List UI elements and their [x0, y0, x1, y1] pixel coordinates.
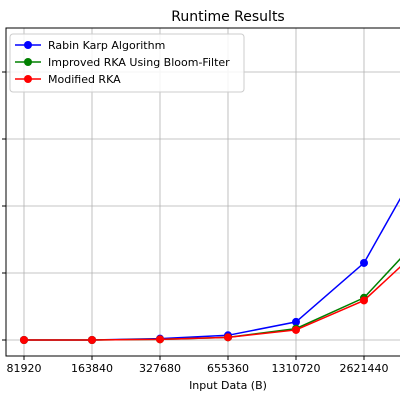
data-point	[20, 336, 28, 344]
y-axis-ticks	[2, 71, 6, 341]
chart-title: Runtime Results	[171, 9, 284, 25]
data-point	[360, 296, 368, 305]
series-line-2	[24, 266, 400, 341]
x-tick-label: 2621440	[340, 362, 389, 375]
data-point	[360, 258, 368, 267]
legend-marker	[24, 75, 32, 83]
legend-marker	[24, 58, 32, 66]
legend-box	[9, 33, 245, 93]
legend-label: Improved RKA Using Bloom-Filter	[48, 56, 230, 69]
x-axis-label: Input Data (B)	[189, 379, 267, 392]
x-axis-ticks: 81920 163840 327680 655360 1310720 2621440	[7, 356, 389, 375]
legend-label: Modified RKA	[48, 73, 121, 86]
x-tick-label: 1310720	[272, 362, 321, 375]
x-tick-label: 81920	[7, 362, 42, 375]
series-layer	[20, 197, 400, 344]
x-tick-label: 655360	[207, 362, 249, 375]
data-point	[88, 336, 96, 344]
series-line-0	[24, 197, 400, 341]
legend-label: Rabin Karp Algorithm	[48, 39, 165, 52]
x-tick-label: 327680	[139, 362, 181, 375]
series-line-1	[24, 258, 400, 341]
legend: Rabin Karp Algorithm Improved RKA Using B…	[9, 33, 245, 93]
data-point	[292, 325, 300, 334]
data-point	[224, 333, 232, 342]
x-tick-label: 163840	[71, 362, 113, 375]
plot-frame	[5, 27, 400, 357]
data-point	[156, 335, 164, 344]
data-point	[292, 317, 300, 326]
legend-marker	[24, 41, 32, 49]
